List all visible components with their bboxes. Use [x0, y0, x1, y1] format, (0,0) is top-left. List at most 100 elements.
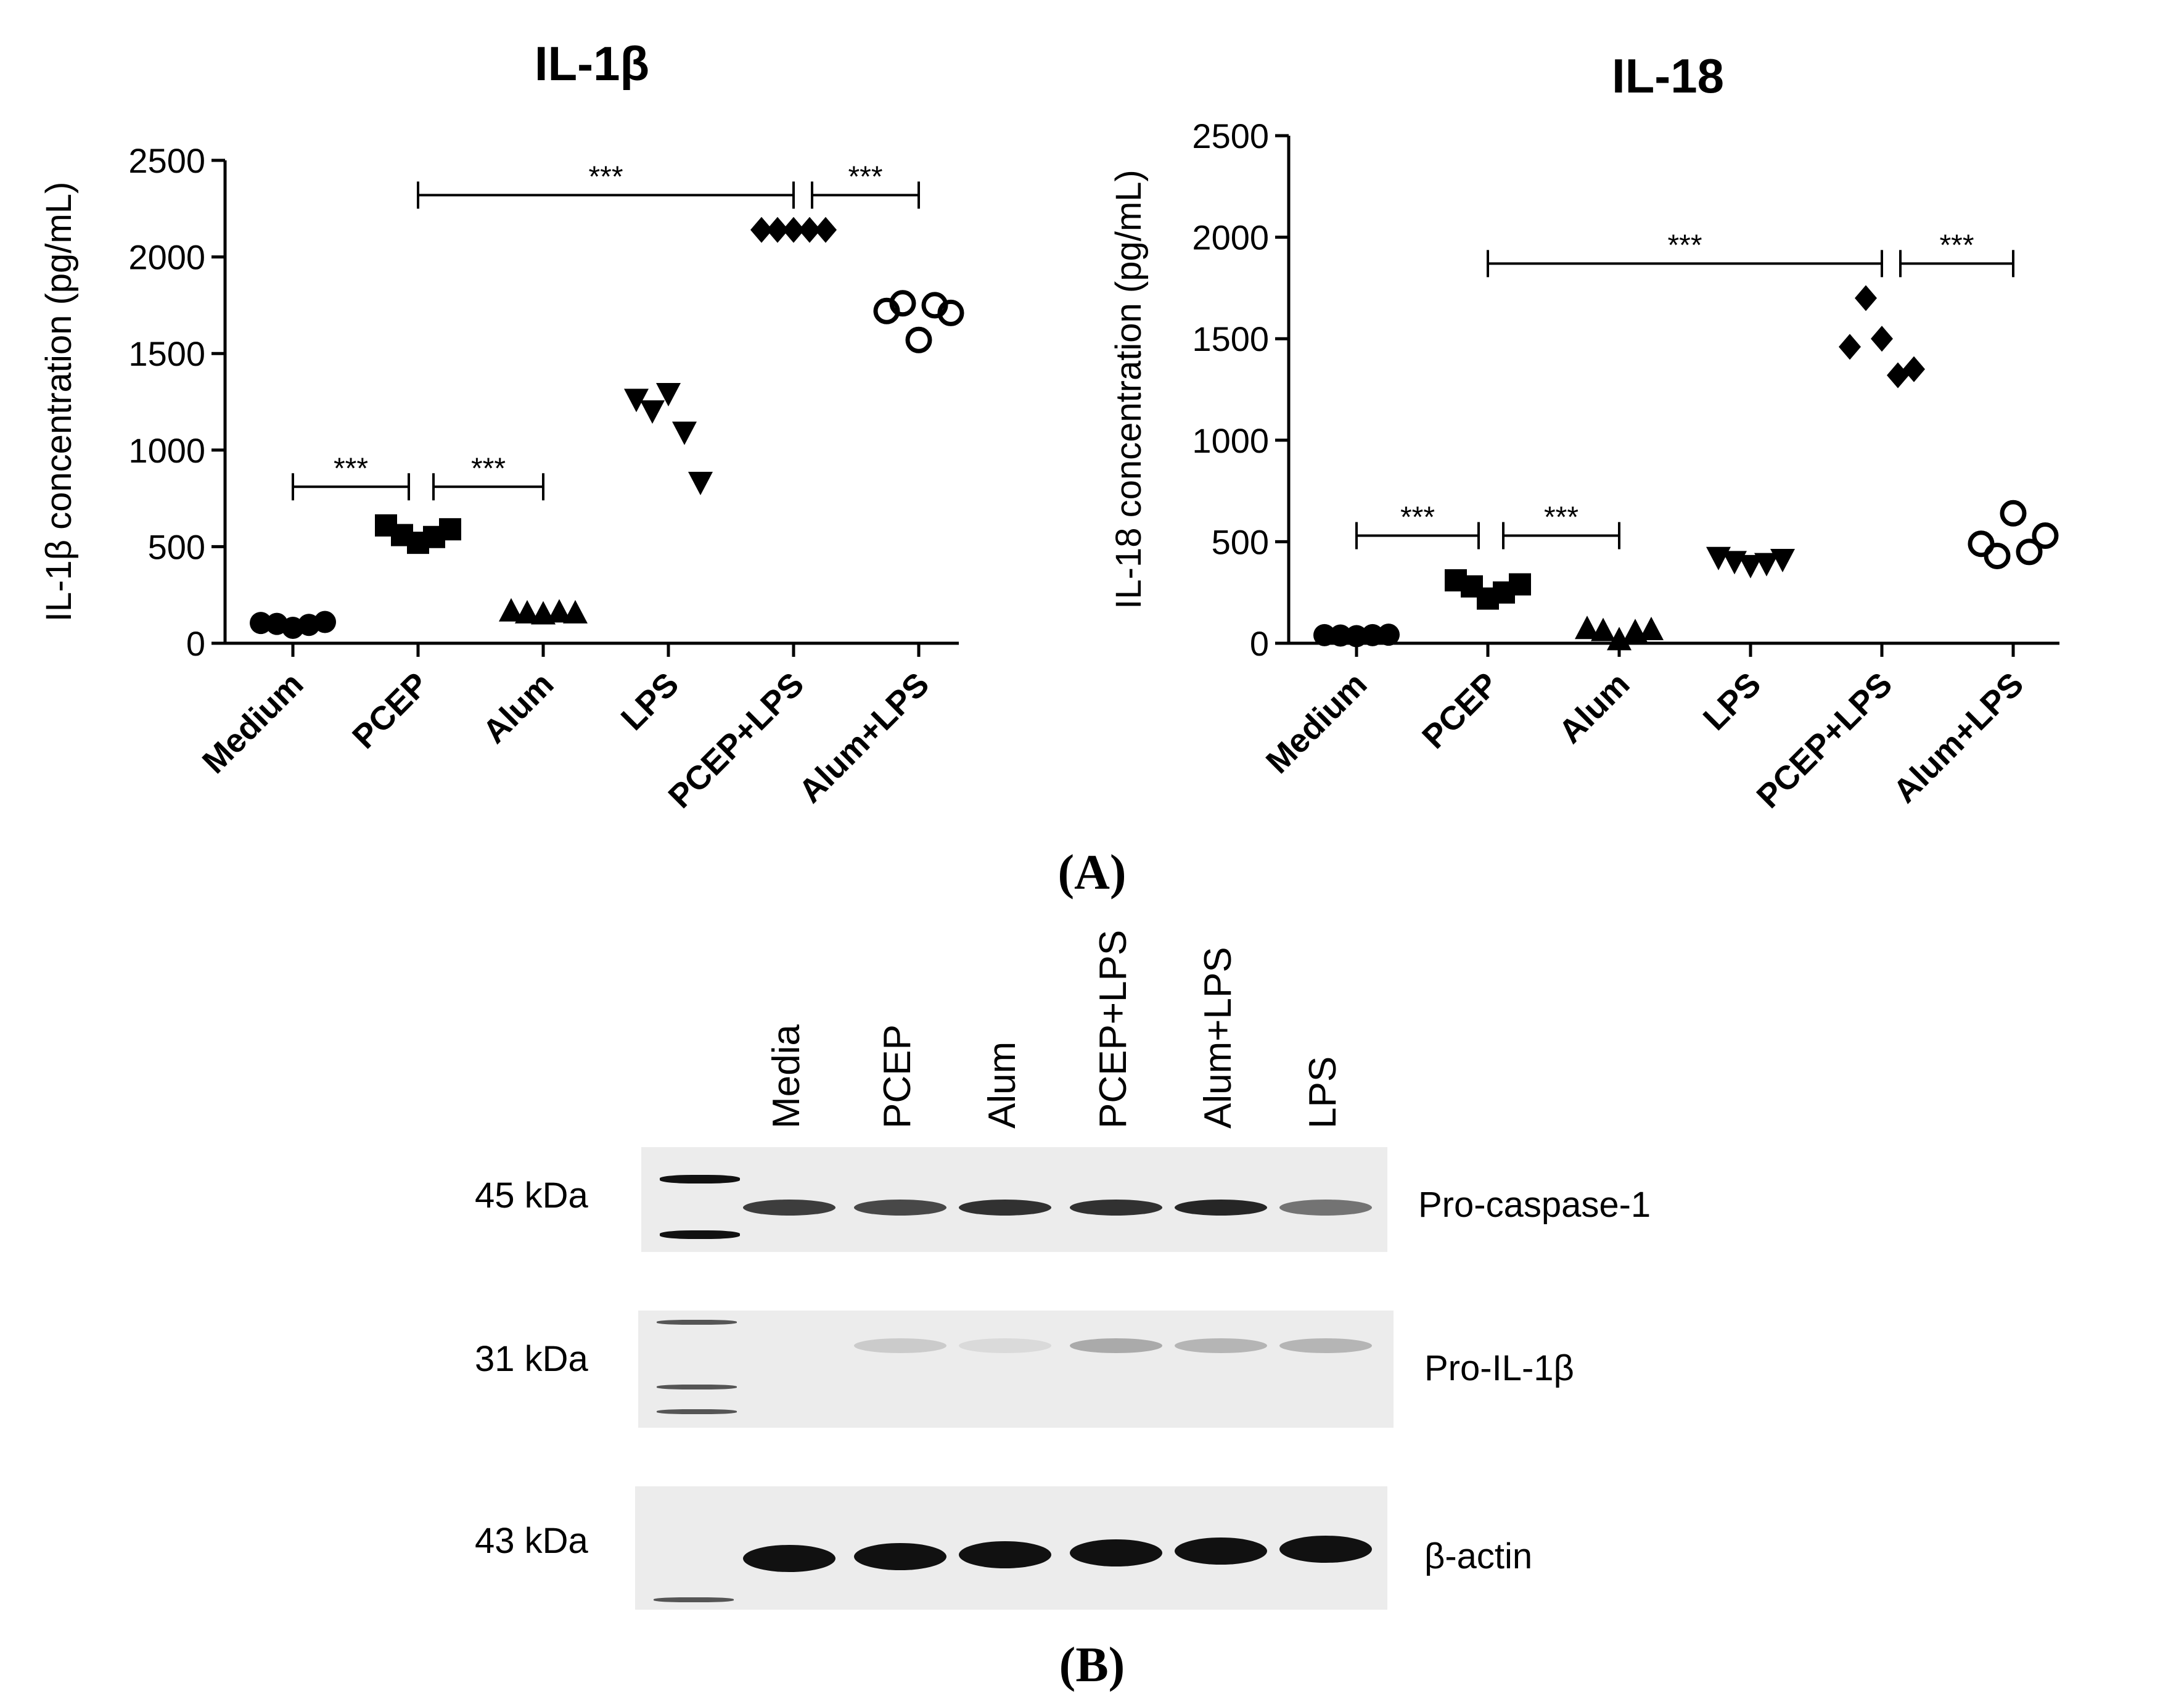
- lane-label: PCEP+LPS: [1092, 929, 1135, 1129]
- data-point: [1329, 624, 1352, 647]
- panel-label-b: (B): [1059, 1638, 1125, 1692]
- data-point: [798, 216, 821, 243]
- data-point: [815, 216, 837, 243]
- blot-band: [743, 1545, 835, 1572]
- panel-label-a: (A): [1057, 846, 1127, 900]
- data-point: [766, 216, 789, 243]
- blot-band: [854, 1543, 946, 1570]
- ladder-band: [654, 1597, 734, 1602]
- data-point: [563, 599, 588, 624]
- lane-label: Alum: [981, 1041, 1024, 1129]
- data-point: [1591, 617, 1615, 641]
- y-axis-label: IL-18 concentration (pg/mL): [1109, 170, 1149, 609]
- ladder-band: [660, 1175, 740, 1183]
- data-point: [1345, 625, 1368, 648]
- blot-band: [1070, 1338, 1162, 1353]
- data-point: [439, 518, 461, 541]
- y-tick-label: 500: [1212, 522, 1269, 561]
- y-tick-label: 2000: [128, 238, 205, 277]
- protein-label-row-2: β-actin: [1424, 1536, 1533, 1576]
- blot-band: [1279, 1338, 1372, 1353]
- blot-band: [1279, 1536, 1372, 1563]
- data-point: [1361, 624, 1384, 646]
- y-tick-label: 500: [148, 527, 205, 566]
- chart-title: IL-1β: [535, 36, 649, 91]
- lane-label: LPS: [1302, 1056, 1344, 1129]
- data-point: [1313, 624, 1336, 646]
- protein-label-row-1: Pro-IL-1β: [1424, 1348, 1574, 1388]
- ladder-band: [657, 1409, 737, 1414]
- y-axis-label: IL-1β concentration (pg/mL): [39, 182, 79, 622]
- blot-strip-pro-il-1b: [638, 1311, 1394, 1428]
- ladder-band: [657, 1320, 737, 1325]
- significance-label: ***: [1400, 501, 1435, 534]
- data-point: [250, 612, 272, 635]
- data-point: [1377, 624, 1400, 646]
- kda-label-row-0: 45 kDa: [475, 1175, 588, 1216]
- data-point: [782, 216, 805, 243]
- significance-label: ***: [588, 160, 623, 193]
- y-tick-label: 1500: [128, 334, 205, 373]
- data-point: [1509, 573, 1531, 596]
- data-point: [937, 299, 964, 326]
- blot-strip-pro-caspase-1: [641, 1147, 1387, 1252]
- blot-band: [959, 1200, 1051, 1216]
- data-point: [656, 382, 681, 406]
- data-point: [1984, 542, 2011, 569]
- y-tick-label: 1500: [1192, 319, 1269, 358]
- lane-label: PCEP: [876, 1024, 919, 1129]
- chart-title: IL-18: [1612, 49, 1724, 103]
- data-point: [1754, 553, 1779, 577]
- lane-label: Media: [765, 1024, 808, 1129]
- data-point: [2016, 538, 2043, 566]
- significance-label: ***: [471, 452, 506, 485]
- data-point: [1575, 615, 1599, 640]
- lane-label: Alum+LPS: [1197, 947, 1239, 1129]
- blot-band: [1175, 1338, 1267, 1353]
- data-point: [672, 421, 697, 445]
- blot-band: [1175, 1538, 1267, 1565]
- data-point: [1639, 616, 1664, 640]
- y-tick-label: 1000: [1192, 421, 1269, 460]
- ladder-band: [660, 1230, 740, 1239]
- data-point: [889, 290, 916, 317]
- y-tick-label: 2000: [1192, 218, 1269, 257]
- blot-band: [959, 1338, 1051, 1353]
- data-point: [905, 326, 932, 353]
- data-point: [314, 611, 336, 633]
- blot-band: [743, 1200, 835, 1216]
- ladder-band: [657, 1385, 737, 1389]
- data-point: [2032, 522, 2059, 550]
- blot-band: [1070, 1539, 1162, 1566]
- y-tick-label: 1000: [128, 431, 205, 470]
- y-tick-label: 2500: [128, 141, 205, 180]
- significance-label: ***: [848, 160, 882, 193]
- data-point: [499, 598, 523, 622]
- y-tick-label: 0: [1250, 624, 1269, 663]
- blot-strip-beta-actin: [635, 1486, 1387, 1610]
- blot-band: [959, 1541, 1051, 1568]
- data-point: [1770, 549, 1795, 573]
- data-point: [1855, 285, 1877, 311]
- data-point: [1738, 554, 1763, 578]
- data-point: [2000, 500, 2027, 527]
- y-tick-label: 2500: [1192, 117, 1269, 155]
- data-point: [1871, 326, 1893, 352]
- kda-label-row-1: 31 kDa: [475, 1339, 588, 1379]
- data-point: [1607, 627, 1632, 651]
- y-tick-label: 0: [186, 624, 205, 663]
- blot-band: [854, 1200, 946, 1216]
- significance-label: ***: [1544, 501, 1578, 534]
- protein-label-row-0: Pro-caspase-1: [1418, 1185, 1651, 1225]
- significance-label: ***: [1667, 229, 1702, 261]
- data-point: [515, 599, 540, 624]
- data-point: [1903, 356, 1925, 382]
- data-point: [1839, 334, 1861, 360]
- data-point: [688, 472, 713, 496]
- significance-label: ***: [334, 452, 368, 485]
- data-point: [750, 216, 773, 243]
- kda-label-row-2: 43 kDa: [475, 1521, 588, 1561]
- data-point: [640, 400, 665, 424]
